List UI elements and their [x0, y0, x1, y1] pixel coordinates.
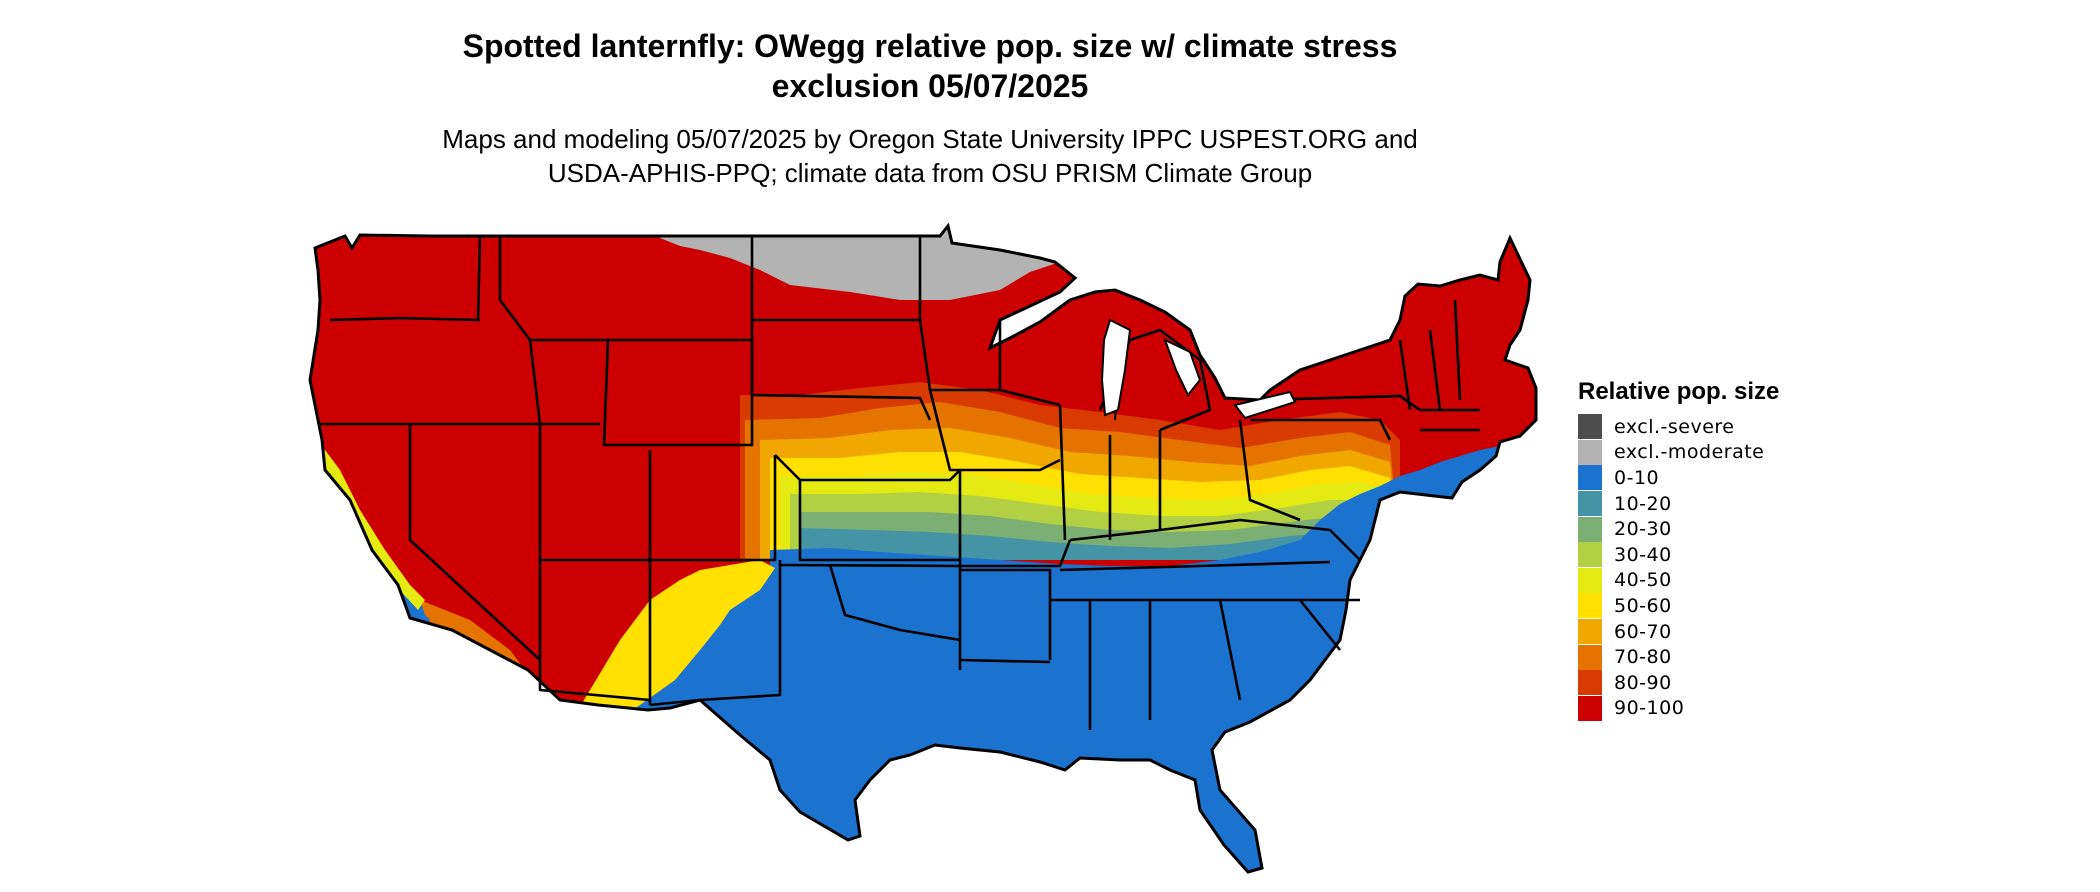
legend-swatch: [1578, 593, 1602, 619]
legend-label: 10-20: [1614, 492, 1672, 515]
legend-item: 90-100: [1578, 695, 1779, 722]
legend-swatch: [1578, 670, 1602, 696]
legend-item: excl.-moderate: [1578, 439, 1779, 466]
legend-swatch: [1578, 414, 1602, 440]
great-lakes: [1100, 318, 1297, 420]
legend-swatch: [1578, 619, 1602, 645]
legend-label: 40-50: [1614, 569, 1672, 592]
legend-label: 0-10: [1614, 466, 1660, 489]
legend-label: 90-100: [1614, 697, 1685, 720]
legend-item: 30-40: [1578, 542, 1779, 568]
legend-label: excl.-severe: [1614, 415, 1735, 438]
legend-item: 60-70: [1578, 619, 1779, 645]
map-title-line-1: Spotted lanternfly: OWegg relative pop. …: [462, 28, 1398, 64]
legend-label: excl.-moderate: [1614, 441, 1765, 464]
legend-item: 10-20: [1578, 491, 1779, 517]
map-subtitle-line-1: Maps and modeling 05/07/2025 by Oregon S…: [442, 124, 1418, 154]
legend-item: 40-50: [1578, 567, 1779, 594]
legend-label: 30-40: [1614, 543, 1672, 566]
legend-swatch: [1578, 465, 1602, 491]
legend-item: 80-90: [1578, 670, 1779, 696]
legend-swatch: [1578, 516, 1602, 542]
legend-swatch: [1578, 542, 1602, 568]
legend-title: Relative pop. size: [1578, 378, 1780, 405]
legend-item: 0-10: [1578, 465, 1779, 491]
legend-item: excl.-severe: [1578, 414, 1779, 440]
map-title-line-2: exclusion 05/07/2025: [771, 68, 1089, 104]
legend-swatch: [1578, 439, 1602, 465]
state-borders: [320, 235, 1480, 730]
legend-label: 80-90: [1614, 671, 1672, 694]
legend-label: 60-70: [1614, 620, 1672, 643]
legend-swatch: [1578, 567, 1602, 593]
legend-item: 50-60: [1578, 593, 1779, 619]
legend-swatch: [1578, 695, 1602, 721]
legend-label: 50-60: [1614, 594, 1672, 617]
legend-label: 70-80: [1614, 646, 1672, 669]
legend-swatch: [1578, 491, 1602, 517]
legend-items: excl.-severe excl.-moderate 0-10 10-20 20-30…: [1578, 414, 1779, 721]
legend-swatch: [1578, 644, 1602, 670]
legend-item: 20-30: [1578, 516, 1779, 542]
legend-label: 20-30: [1614, 518, 1672, 541]
legend-item: 70-80: [1578, 644, 1779, 670]
map-legend: Relative pop. size excl.-severe excl.-mod…: [1578, 378, 1779, 721]
map-subtitle-line-2: USDA-APHIS-PPQ; climate data from OSU PR…: [547, 158, 1313, 188]
